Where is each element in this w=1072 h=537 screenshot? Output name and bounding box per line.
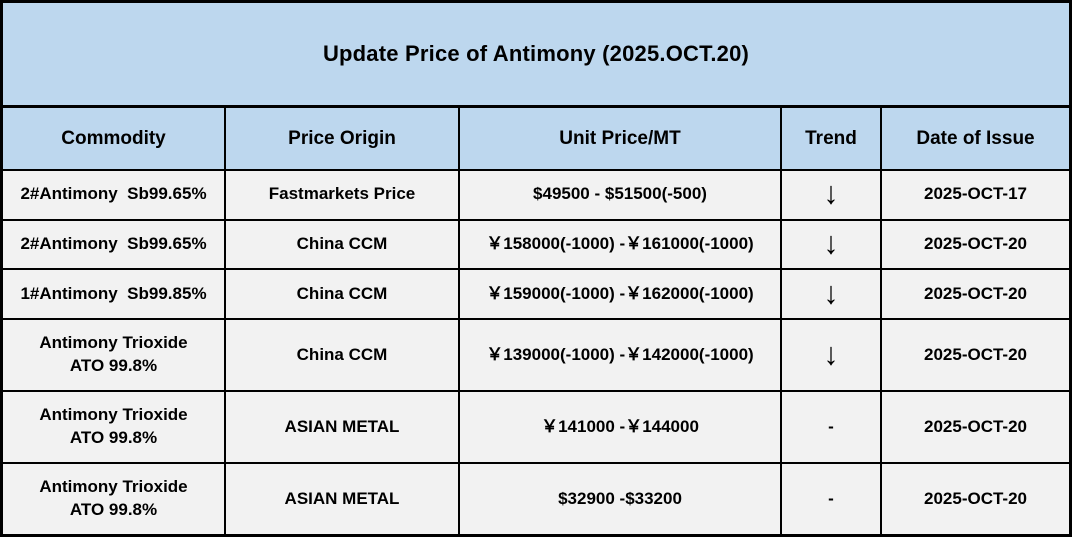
cell-date-of-issue: 2025-OCT-20	[880, 390, 1069, 465]
down-arrow-icon: ↓	[823, 275, 839, 311]
cell-price-origin: Fastmarkets Price	[224, 169, 460, 221]
cell-commodity: Antimony Trioxide ATO 99.8%	[3, 317, 226, 393]
table-row: 1#Antimony Sb99.85% China CCM ￥159000(-1…	[3, 268, 1069, 320]
cell-date-of-issue: 2025-OCT-20	[880, 462, 1069, 534]
down-arrow-icon: ↓	[823, 336, 839, 372]
page-title: Update Price of Antimony (2025.OCT.20)	[3, 3, 1069, 108]
table-body: 2#Antimony Sb99.65% Fastmarkets Price $4…	[3, 169, 1069, 534]
cell-date-of-issue: 2025-OCT-17	[880, 169, 1069, 221]
col-header-unit-price: Unit Price/MT	[458, 108, 782, 171]
cell-unit-price: $49500 - $51500(-500)	[458, 169, 782, 221]
col-header-trend: Trend	[780, 108, 882, 171]
cell-unit-price: ￥159000(-1000) -￥162000(-1000)	[458, 268, 782, 320]
cell-trend: -	[780, 462, 882, 534]
col-header-date-of-issue: Date of Issue	[880, 108, 1069, 171]
down-arrow-icon: ↓	[823, 226, 839, 261]
cell-trend: ↓	[780, 268, 882, 320]
no-change-dash: -	[828, 488, 834, 508]
cell-trend: ↓	[780, 169, 882, 221]
table-row: 2#Antimony Sb99.65% Fastmarkets Price $4…	[3, 169, 1069, 221]
table-row: Antimony Trioxide ATO 99.8% ASIAN METAL …	[3, 462, 1069, 534]
cell-commodity: Antimony Trioxide ATO 99.8%	[3, 390, 226, 465]
cell-price-origin: China CCM	[224, 268, 460, 320]
cell-price-origin: ASIAN METAL	[224, 390, 460, 465]
cell-date-of-issue: 2025-OCT-20	[880, 317, 1069, 393]
cell-trend: ↓	[780, 218, 882, 271]
col-header-price-origin: Price Origin	[224, 108, 460, 171]
cell-trend: ↓	[780, 317, 882, 393]
table-row: Antimony Trioxide ATO 99.8% China CCM ￥1…	[3, 317, 1069, 393]
cell-trend: -	[780, 390, 882, 465]
price-table: Commodity Price Origin Unit Price/MT Tre…	[3, 108, 1069, 534]
no-change-dash: -	[828, 416, 834, 436]
cell-unit-price: $32900 -$33200	[458, 462, 782, 534]
cell-commodity: Antimony Trioxide ATO 99.8%	[3, 462, 226, 534]
cell-unit-price: ￥158000(-1000) -￥161000(-1000)	[458, 218, 782, 271]
cell-commodity: 2#Antimony Sb99.65%	[3, 169, 226, 221]
table-row: 2#Antimony Sb99.65% China CCM ￥158000(-1…	[3, 218, 1069, 271]
col-header-commodity: Commodity	[3, 108, 226, 171]
cell-date-of-issue: 2025-OCT-20	[880, 268, 1069, 320]
cell-price-origin: China CCM	[224, 317, 460, 393]
cell-price-origin: China CCM	[224, 218, 460, 271]
cell-unit-price: ￥139000(-1000) -￥142000(-1000)	[458, 317, 782, 393]
header-row: Commodity Price Origin Unit Price/MT Tre…	[3, 108, 1069, 171]
cell-unit-price: ￥141000 -￥144000	[458, 390, 782, 465]
cell-commodity: 2#Antimony Sb99.65%	[3, 218, 226, 271]
table-row: Antimony Trioxide ATO 99.8% ASIAN METAL …	[3, 390, 1069, 465]
down-arrow-icon: ↓	[823, 176, 839, 212]
cell-price-origin: ASIAN METAL	[224, 462, 460, 534]
cell-commodity: 1#Antimony Sb99.85%	[3, 268, 226, 320]
cell-date-of-issue: 2025-OCT-20	[880, 218, 1069, 271]
